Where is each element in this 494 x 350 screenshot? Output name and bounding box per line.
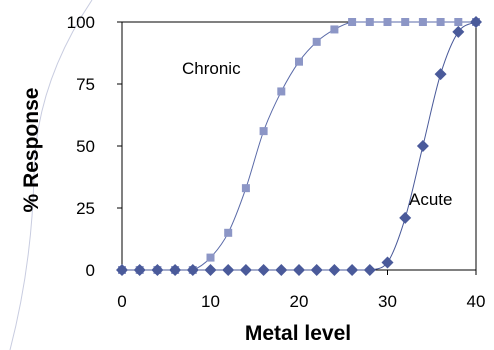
- chronic-point: [259, 127, 268, 136]
- chronic-point: [277, 87, 286, 96]
- acute-point: [275, 264, 288, 276]
- y-axis-title: % Response: [20, 88, 43, 213]
- chronic-point: [330, 25, 339, 34]
- acute-point: [399, 211, 412, 224]
- acute-point: [328, 264, 341, 276]
- x-tick-label: 30: [378, 292, 397, 311]
- acute-annotation: Acute: [409, 190, 452, 209]
- x-axis-title: Metal level: [245, 322, 351, 345]
- y-tick-label: 50: [76, 137, 95, 156]
- chronic-point: [224, 228, 233, 237]
- chronic-point: [348, 18, 357, 26]
- x-tick-label: 0: [117, 292, 126, 311]
- y-axis: 0 25 50 75 100: [67, 13, 122, 280]
- y-tick-label: 75: [76, 75, 95, 94]
- acute-point: [222, 264, 235, 276]
- chronic-point: [383, 18, 392, 26]
- acute-point: [381, 256, 394, 269]
- chronic-point: [295, 57, 303, 66]
- acute-point: [346, 264, 359, 276]
- chronic-point: [418, 18, 427, 26]
- x-tick-label: 10: [201, 292, 220, 311]
- chronic-point: [206, 253, 215, 262]
- acute-point: [363, 264, 376, 276]
- acute-point: [151, 264, 164, 276]
- acute-point: [310, 264, 323, 276]
- chronic-point: [401, 18, 410, 26]
- x-tick-label: 40: [467, 292, 486, 311]
- chronic-point: [436, 18, 445, 26]
- acute-point: [434, 68, 447, 81]
- acute-point: [470, 16, 482, 28]
- chronic-point: [241, 184, 250, 193]
- acute-point: [239, 264, 252, 276]
- acute-point: [133, 264, 146, 276]
- series-layer: [116, 16, 482, 276]
- chronic-point: [365, 18, 374, 26]
- acute-point: [257, 264, 270, 276]
- chronic-annotation: Chronic: [182, 59, 241, 78]
- acute-point: [169, 264, 182, 276]
- y-tick-label: 0: [86, 261, 95, 280]
- x-tick-label: 20: [290, 292, 309, 311]
- acute-point: [204, 264, 217, 276]
- chronic-point: [454, 18, 463, 26]
- y-tick-label: 100: [67, 13, 95, 32]
- x-axis: 0 10 20 30 40: [117, 270, 485, 311]
- acute-point: [452, 25, 465, 38]
- acute-point: [116, 264, 128, 276]
- chronic-point: [312, 37, 321, 46]
- decorative-arc: [9, 0, 93, 350]
- acute-point: [416, 140, 429, 152]
- acute-point: [186, 264, 199, 276]
- y-tick-label: 25: [76, 199, 95, 218]
- acute-point: [293, 264, 305, 276]
